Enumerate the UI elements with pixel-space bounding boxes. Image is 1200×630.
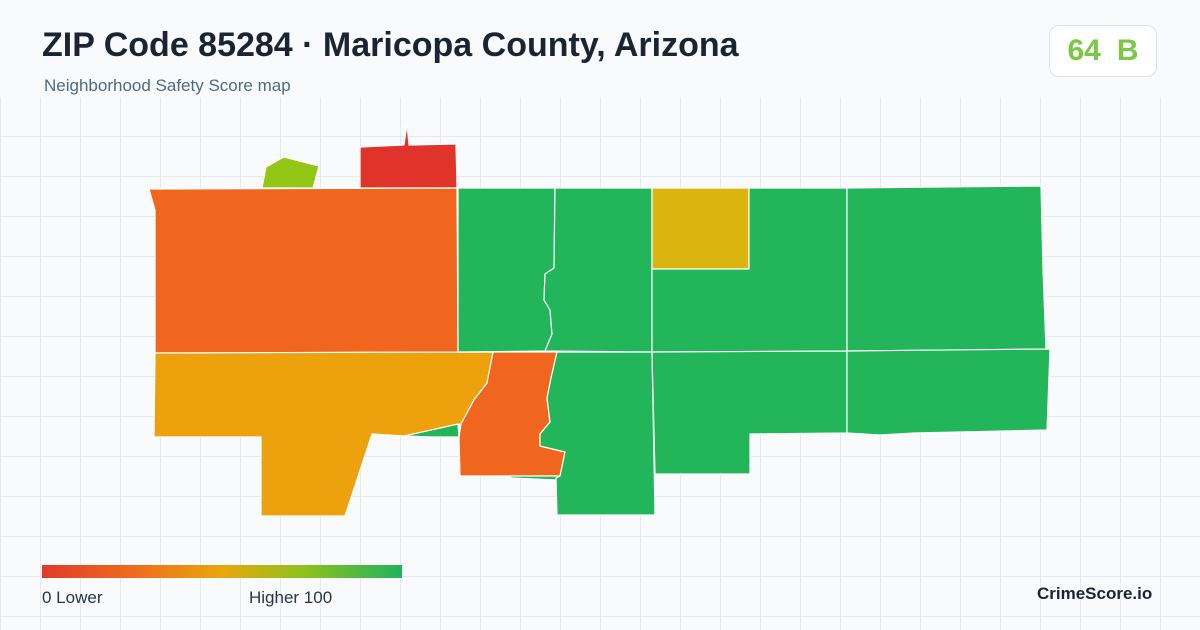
map-region-west-orange[interactable] bbox=[148, 187, 459, 354]
page-title: ZIP Code 85284 · Maricopa County, Arizon… bbox=[42, 26, 739, 64]
map-region-southeast-green-b[interactable] bbox=[846, 348, 1051, 436]
score-grade: B bbox=[1116, 34, 1139, 67]
brand-logo-text: CrimeScore.io bbox=[1037, 584, 1153, 603]
map-region-southeast-green-a[interactable] bbox=[651, 350, 848, 475]
score-badge: 64 B bbox=[1049, 25, 1157, 77]
map-region-north-lime[interactable] bbox=[261, 156, 320, 189]
map-region-north-red[interactable] bbox=[359, 123, 458, 189]
map-region-east-green-b[interactable] bbox=[846, 185, 1047, 352]
map-region-north-yellow[interactable] bbox=[651, 187, 750, 270]
legend-gradient-bar bbox=[42, 565, 402, 578]
map-region-north-central-green-b[interactable] bbox=[543, 187, 653, 353]
score-value: 64 bbox=[1067, 34, 1101, 67]
page-subtitle: Neighborhood Safety Score map bbox=[44, 76, 291, 95]
legend-low-label: 0 Lower bbox=[42, 588, 103, 607]
map-region-north-central-green-a[interactable] bbox=[457, 187, 556, 353]
map-region-sliver-green-south[interactable] bbox=[507, 475, 558, 481]
legend-high-label: Higher 100 bbox=[249, 588, 333, 607]
page-header: ZIP Code 85284 · Maricopa County, Arizon… bbox=[0, 0, 1200, 97]
map-region-south-central-green[interactable] bbox=[539, 351, 656, 516]
